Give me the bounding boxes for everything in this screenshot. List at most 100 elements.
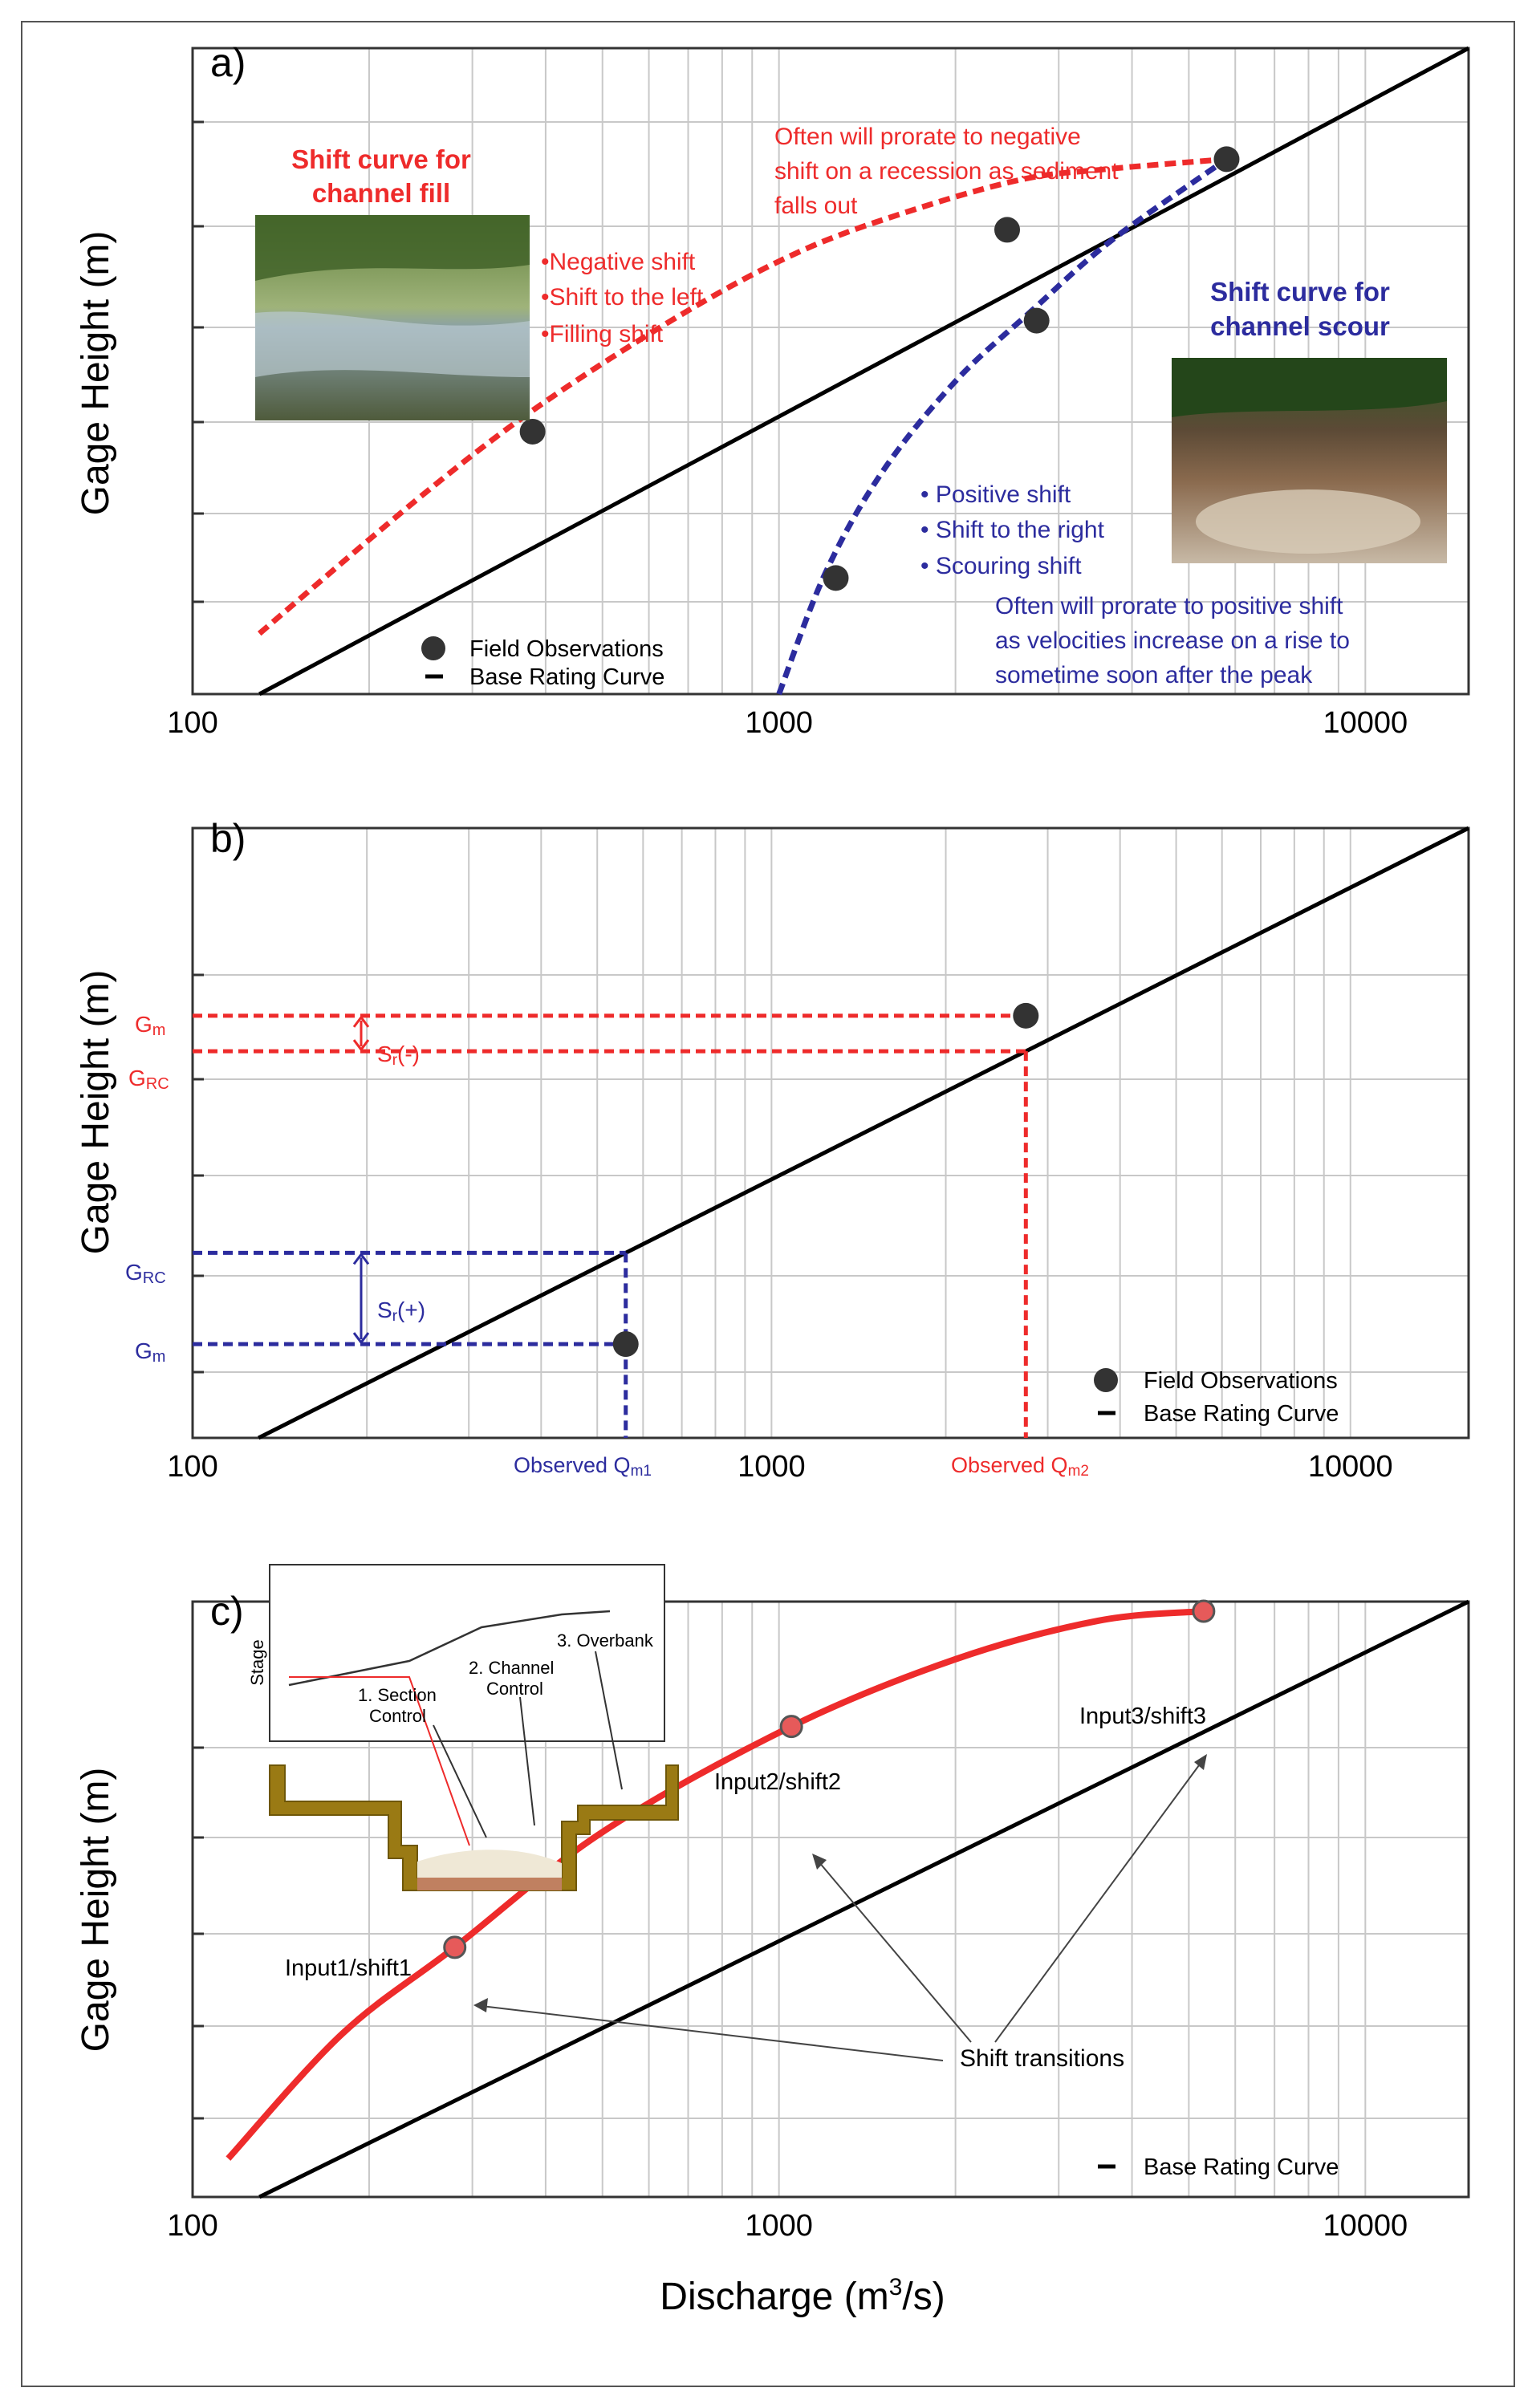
- legend-b-marker: [1094, 1368, 1118, 1392]
- x-tick-labels-a: 100 1000 10000: [167, 706, 1408, 740]
- field-observation-point: [994, 217, 1021, 243]
- sr-minus-sub: r: [392, 1052, 398, 1069]
- scour-bullet-1: • Positive shift: [920, 481, 1071, 508]
- plot-frame: [191, 1600, 1470, 2199]
- grc-red-label: GRC: [128, 1066, 169, 1093]
- observed-q1-label: Observed Qm1: [514, 1453, 652, 1480]
- scour-note-line3: sometime soon after the peak: [995, 662, 1313, 688]
- svg-text:Gm: Gm: [135, 1338, 165, 1366]
- fill-title-line1: Shift curve for: [291, 144, 471, 174]
- xlabel: Discharge (m3/s): [660, 2274, 945, 2318]
- inset-stage-curve: [288, 1610, 611, 1687]
- fill-bullet-2: •Shift to the left: [541, 284, 704, 311]
- svg-text:GRC: GRC: [128, 1066, 169, 1093]
- gm-red-g: G: [135, 1012, 152, 1037]
- x-tick-label: 10000: [1323, 2209, 1408, 2243]
- fill-note-line1: Often will prorate to negative: [774, 124, 1081, 150]
- grc-red-sub: RC: [146, 1075, 169, 1093]
- svg-text:Gm: Gm: [135, 1012, 165, 1039]
- inset-label-1b: Control: [369, 1706, 426, 1726]
- fill-shift-curve: [257, 156, 1227, 636]
- legend-b-curve: Base Rating Curve: [1144, 1401, 1339, 1427]
- gm-blue-label: Gm: [135, 1338, 165, 1366]
- observed-q2-sub: m2: [1068, 1463, 1089, 1480]
- point-label-1: Input1/shift1: [285, 1955, 412, 1981]
- scour-bullet-3: • Scouring shift: [920, 553, 1082, 579]
- figure-frame: [21, 21, 1515, 2387]
- sr-minus-s: S: [377, 1042, 392, 1066]
- base-rating-curve: [258, 46, 1470, 696]
- shift-input-point: [443, 1935, 467, 1959]
- arrow-to-input3: [994, 1761, 1202, 2043]
- gm-blue-sub: m: [152, 1348, 166, 1366]
- svg-text:Sr(+): Sr(+): [377, 1297, 425, 1325]
- svg-text:Observed Qm1: Observed Qm1: [514, 1453, 652, 1480]
- xlabel-sup: 3: [889, 2274, 903, 2300]
- svg-text:GRC: GRC: [125, 1260, 166, 1287]
- inset-section-line: [289, 1676, 470, 1846]
- observed-q2-label: Observed Qm2: [951, 1453, 1089, 1480]
- arrow-head-3: [1194, 1754, 1207, 1770]
- x-tick-label: 10000: [1323, 706, 1408, 740]
- shift-transitions-label: Shift transitions: [960, 2045, 1124, 2072]
- scour-title-line1: Shift curve for: [1210, 277, 1390, 307]
- sr-minus-head-top: [352, 1015, 370, 1028]
- point-label-2: Input2/shift2: [714, 1769, 841, 1795]
- scour-note-line2: as velocities increase on a rise to: [995, 627, 1350, 654]
- fill-title-line2: channel fill: [312, 178, 450, 208]
- plot-frame: [191, 47, 1470, 696]
- inset-leader-3: [595, 1651, 623, 1790]
- photo-scoured-channel: [1172, 358, 1447, 563]
- panel-c-label: c): [210, 1589, 244, 1634]
- gm-red-sub: m: [152, 1021, 166, 1039]
- sr-plus-s: S: [377, 1297, 392, 1322]
- field-observation-point: [519, 418, 546, 445]
- ylabel-b: Gage Height (m): [75, 970, 117, 1255]
- x-tick-label: 10000: [1308, 1450, 1393, 1484]
- scour-title-line2: channel scour: [1210, 311, 1390, 341]
- field-observation-point: [612, 1331, 639, 1358]
- channel-bed: [417, 1878, 562, 1890]
- fill-bullet-3: •Filling shift: [541, 321, 664, 347]
- legend-c-curve: Base Rating Curve: [1144, 2154, 1339, 2180]
- x-tick-label: 1000: [738, 1450, 806, 1484]
- xlabel-main: Discharge (m: [660, 2276, 888, 2318]
- inset-label-3: 3. Overbank: [557, 1630, 654, 1651]
- field-observation-point: [1213, 146, 1240, 173]
- inset-label-2b: Control: [486, 1679, 543, 1699]
- sr-plus-head-top: [352, 1252, 370, 1265]
- inset-ylabel: Stage: [247, 1639, 267, 1686]
- legend-a-curve: Base Rating Curve: [469, 664, 664, 690]
- base-rating-curve: [258, 826, 1470, 1440]
- arrow-to-input1: [481, 2005, 944, 2061]
- observed-q1-sub: m1: [631, 1463, 652, 1480]
- observed-q1-text: Observed Q: [514, 1453, 631, 1477]
- point-label-3: Input3/shift3: [1079, 1703, 1206, 1729]
- x-tick-label: 100: [167, 1450, 217, 1484]
- legend-b-obs: Field Observations: [1144, 1368, 1338, 1394]
- legend-a-marker: [421, 636, 445, 660]
- scour-note-line1: Often will prorate to positive shift: [995, 593, 1343, 619]
- gm-red-label: Gm: [135, 1012, 165, 1039]
- arrow-head-1: [473, 1998, 488, 2012]
- x-tick-labels-b: 100 1000 10000: [167, 1450, 1392, 1484]
- inset-frame: [269, 1564, 665, 1742]
- x-tick-label: 1000: [745, 2209, 813, 2243]
- shift-input-point: [779, 1715, 803, 1739]
- grc-blue-label: GRC: [125, 1260, 166, 1287]
- sr-plus-label: Sr(+): [377, 1297, 425, 1325]
- transition-arrows: [473, 1754, 1207, 2061]
- field-observation-point: [1023, 307, 1050, 334]
- arrow-head-2: [812, 1854, 827, 1870]
- ylabel-c: Gage Height (m): [75, 1768, 117, 2053]
- inset-leader-2: [519, 1696, 535, 1826]
- channel-cross-section: [269, 1764, 679, 1891]
- svg-text:Sr(-): Sr(-): [377, 1042, 420, 1069]
- scour-bullet-2: • Shift to the right: [920, 517, 1105, 543]
- inset-leader-1: [433, 1724, 487, 1838]
- shift-input-point: [1192, 1599, 1216, 1623]
- x-tick-label: 100: [167, 706, 217, 740]
- sr-plus-sub: r: [392, 1308, 398, 1325]
- x-tick-label: 1000: [745, 706, 813, 740]
